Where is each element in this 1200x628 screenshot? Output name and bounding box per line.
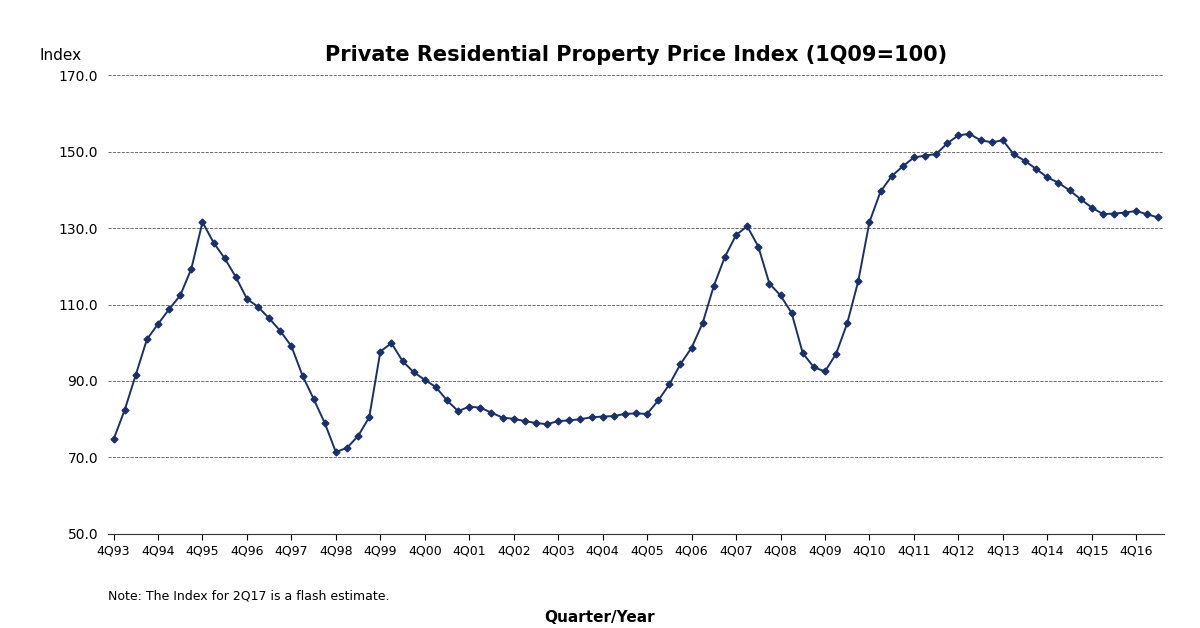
Text: Index: Index [40,48,82,63]
Title: Private Residential Property Price Index (1Q09=100): Private Residential Property Price Index… [325,45,947,65]
Text: Quarter/Year: Quarter/Year [545,610,655,625]
Text: Note: The Index for 2Q17 is a flash estimate.: Note: The Index for 2Q17 is a flash esti… [108,590,390,603]
